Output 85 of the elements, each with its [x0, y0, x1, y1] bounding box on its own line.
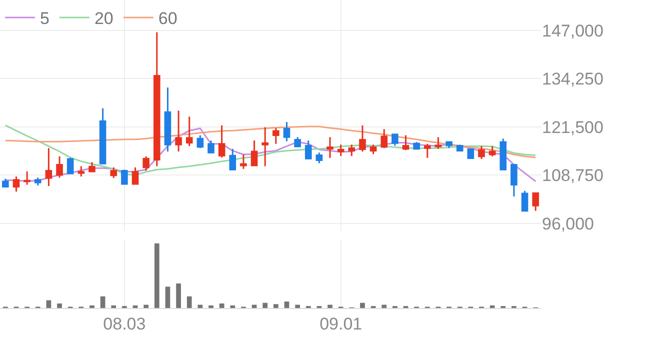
candlestick	[2, 178, 9, 188]
candlestick	[380, 128, 388, 149]
bar	[382, 304, 387, 308]
bar	[186, 296, 192, 308]
bar	[165, 286, 170, 308]
bar	[154, 243, 160, 308]
y-tick-label: 147,000	[542, 21, 604, 40]
candlestick	[532, 192, 539, 212]
bar	[262, 302, 268, 308]
bar	[100, 296, 106, 308]
candlestick	[413, 141, 420, 150]
bar	[198, 304, 203, 308]
candlestick	[208, 140, 214, 154]
candlestick	[34, 176, 42, 186]
x-tick-label: 08.03	[103, 314, 146, 334]
candlestick	[467, 148, 474, 160]
bar	[111, 305, 116, 308]
candlestick	[121, 168, 128, 186]
bar	[273, 304, 278, 308]
candlestick	[186, 116, 193, 147]
candlestick	[262, 126, 268, 167]
candlestick	[88, 161, 96, 173]
bar	[284, 302, 290, 308]
candlestick	[56, 156, 63, 178]
candlestick	[132, 166, 139, 186]
bar	[219, 303, 224, 308]
bar	[208, 305, 214, 308]
candlestick	[456, 144, 464, 152]
candlestick	[24, 170, 30, 186]
line-series	[4, 124, 536, 176]
y-tick-label: 121,500	[542, 118, 604, 137]
bar	[132, 305, 138, 308]
candlestick	[359, 124, 366, 152]
candlestick	[370, 144, 377, 155]
candlestick	[229, 148, 236, 170]
candlestick	[424, 143, 431, 159]
bar	[360, 302, 365, 308]
candlestick	[326, 136, 334, 159]
bar	[328, 304, 332, 308]
legend-label: 60	[158, 9, 178, 28]
candlestick	[66, 157, 74, 175]
candlestick	[196, 134, 204, 149]
candlestick	[99, 108, 106, 164]
candlestick	[402, 134, 410, 151]
candlestick	[521, 190, 528, 212]
candlestick	[294, 136, 301, 148]
bar	[490, 305, 495, 308]
bar	[295, 304, 300, 308]
bar	[57, 303, 62, 308]
candlestick	[488, 145, 496, 158]
candlestick	[240, 154, 247, 170]
candlestick	[348, 144, 356, 157]
candlestick	[110, 166, 118, 179]
y-tick-label: 134,250	[542, 70, 604, 89]
candlestick	[78, 165, 85, 178]
y-tick-label: 96,000	[542, 214, 594, 234]
candlestick	[510, 163, 518, 198]
candlestick	[283, 121, 290, 142]
candlestick	[250, 140, 258, 167]
bar	[230, 305, 236, 308]
line-series	[4, 128, 536, 182]
candlestick	[153, 31, 160, 167]
y-tick-label: 108,750	[542, 166, 604, 186]
candlestick	[434, 136, 442, 150]
candlestick	[218, 124, 226, 158]
candlestick	[392, 132, 398, 147]
bar	[144, 304, 148, 308]
candlestick	[316, 152, 323, 164]
legend-label: 5	[40, 9, 50, 28]
candlestick	[272, 127, 280, 145]
candlestick	[175, 110, 182, 152]
x-tick-label: 09.01	[320, 314, 362, 334]
legend-label: 20	[94, 9, 114, 28]
bar	[176, 283, 181, 308]
candlestick	[142, 156, 150, 172]
candlestick	[164, 86, 172, 152]
candlestick	[45, 147, 52, 187]
bar	[90, 305, 94, 308]
candlestick	[478, 145, 485, 160]
candlestick	[500, 138, 507, 170]
candlestick	[337, 144, 344, 157]
line-series	[4, 126, 536, 158]
candlestick	[304, 140, 312, 160]
candlestick	[12, 176, 20, 192]
candlestick	[446, 140, 452, 149]
